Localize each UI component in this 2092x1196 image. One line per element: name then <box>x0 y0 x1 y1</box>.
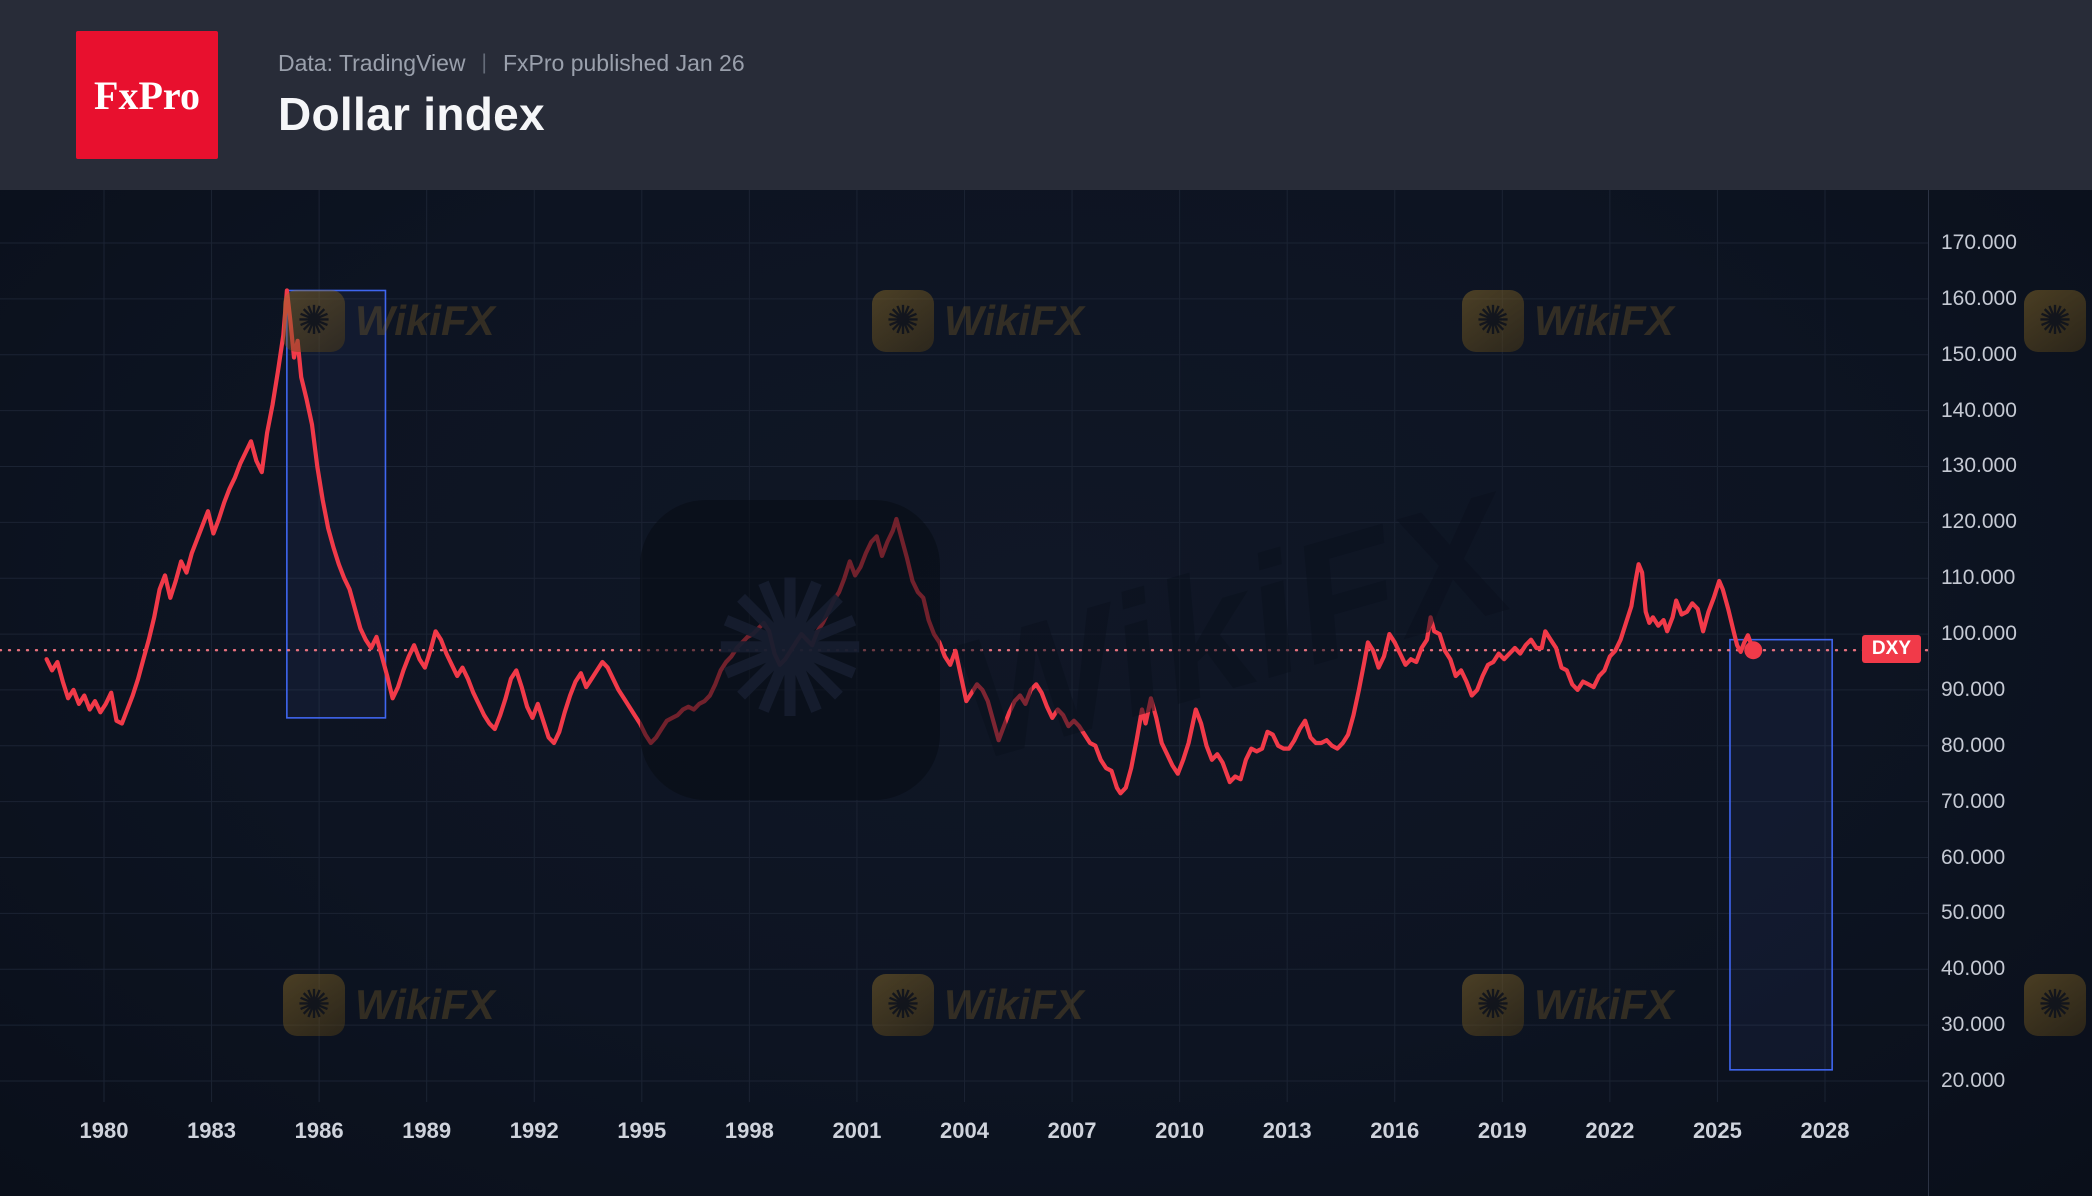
time-axis-label: 2001 <box>832 1118 882 1143</box>
meta-separator: | <box>481 51 487 74</box>
time-axis-label: 1989 <box>402 1118 452 1143</box>
price-axis-label: 20.000 <box>1941 1069 2006 1092</box>
price-axis-label: 30.000 <box>1941 1013 2006 1037</box>
time-axis-label: 1992 <box>509 1118 559 1143</box>
time-axis-label: 2022 <box>1585 1118 1635 1143</box>
price-axis-label: 40.000 <box>1941 957 2006 981</box>
time-axis-label: 1998 <box>724 1118 774 1143</box>
price-axis-label: 110.000 <box>1941 566 2016 590</box>
time-axis-label: 2004 <box>940 1118 989 1143</box>
time-axis-label: 1983 <box>187 1118 237 1143</box>
meta-source: Data: TradingView <box>278 49 466 76</box>
time-axis-label: 2010 <box>1155 1118 1205 1143</box>
time-axis-label: 2019 <box>1477 1118 1527 1143</box>
symbol-price-chip: DXY <box>1861 635 1921 664</box>
price-axis-label: 90.000 <box>1941 677 2006 701</box>
price-axis-label: 150.000 <box>1941 342 2017 366</box>
fxpro-logo: FxPro <box>76 31 218 159</box>
price-axis-label: 60.000 <box>1941 845 2006 869</box>
header-text: Data: TradingView | FxPro published Jan … <box>278 50 745 141</box>
header: FxPro Data: TradingView | FxPro publishe… <box>0 0 2092 190</box>
price-axis-label: 70.000 <box>1941 789 2006 813</box>
current-price-dot <box>1744 641 1763 660</box>
price-axis[interactable]: 97.110 4d 18h 170.000160.000150.000140.0… <box>1928 190 2092 1196</box>
time-axis-label: 2007 <box>1047 1118 1097 1143</box>
price-chart-svg[interactable] <box>0 190 1928 1102</box>
price-axis-label: 120.000 <box>1941 510 2017 534</box>
symbol-label: DXY <box>1871 638 1911 660</box>
selection-box[interactable] <box>1729 638 1833 1071</box>
meta-published: FxPro published Jan 26 <box>502 49 745 76</box>
price-axis-label: 80.000 <box>1941 733 2006 757</box>
price-axis-label: 130.000 <box>1941 454 2017 478</box>
fxpro-logo-text: FxPro <box>94 72 200 118</box>
time-axis-label: 2028 <box>1800 1118 1850 1143</box>
time-axis-label: 2016 <box>1370 1118 1420 1143</box>
price-axis-label: 170.000 <box>1941 231 2017 254</box>
time-axis-label: 1980 <box>79 1118 129 1143</box>
selection-box[interactable] <box>286 289 387 719</box>
price-axis-label: 140.000 <box>1941 398 2017 422</box>
chart-area[interactable]: ✺ WikiFX ✺ WikiFX ✺ WikiFX ✺ ✺ WikiFX ✺ … <box>0 190 2092 1196</box>
page-title: Dollar index <box>278 87 545 140</box>
time-axis-label: 1995 <box>617 1118 667 1143</box>
chart-meta: Data: TradingView | FxPro published Jan … <box>278 50 745 77</box>
time-axis-label: 2013 <box>1262 1118 1312 1143</box>
price-axis-label: 100.000 <box>1941 622 2017 646</box>
time-axis-label: 2025 <box>1692 1118 1742 1143</box>
price-axis-label: 160.000 <box>1941 286 2017 310</box>
time-axis-label: 1986 <box>294 1118 344 1143</box>
time-axis[interactable]: 1980 1983 1986 1989 1992 1995 1998 2001 2004 2007… <box>0 1102 1928 1196</box>
price-axis-label: 50.000 <box>1941 901 2006 925</box>
